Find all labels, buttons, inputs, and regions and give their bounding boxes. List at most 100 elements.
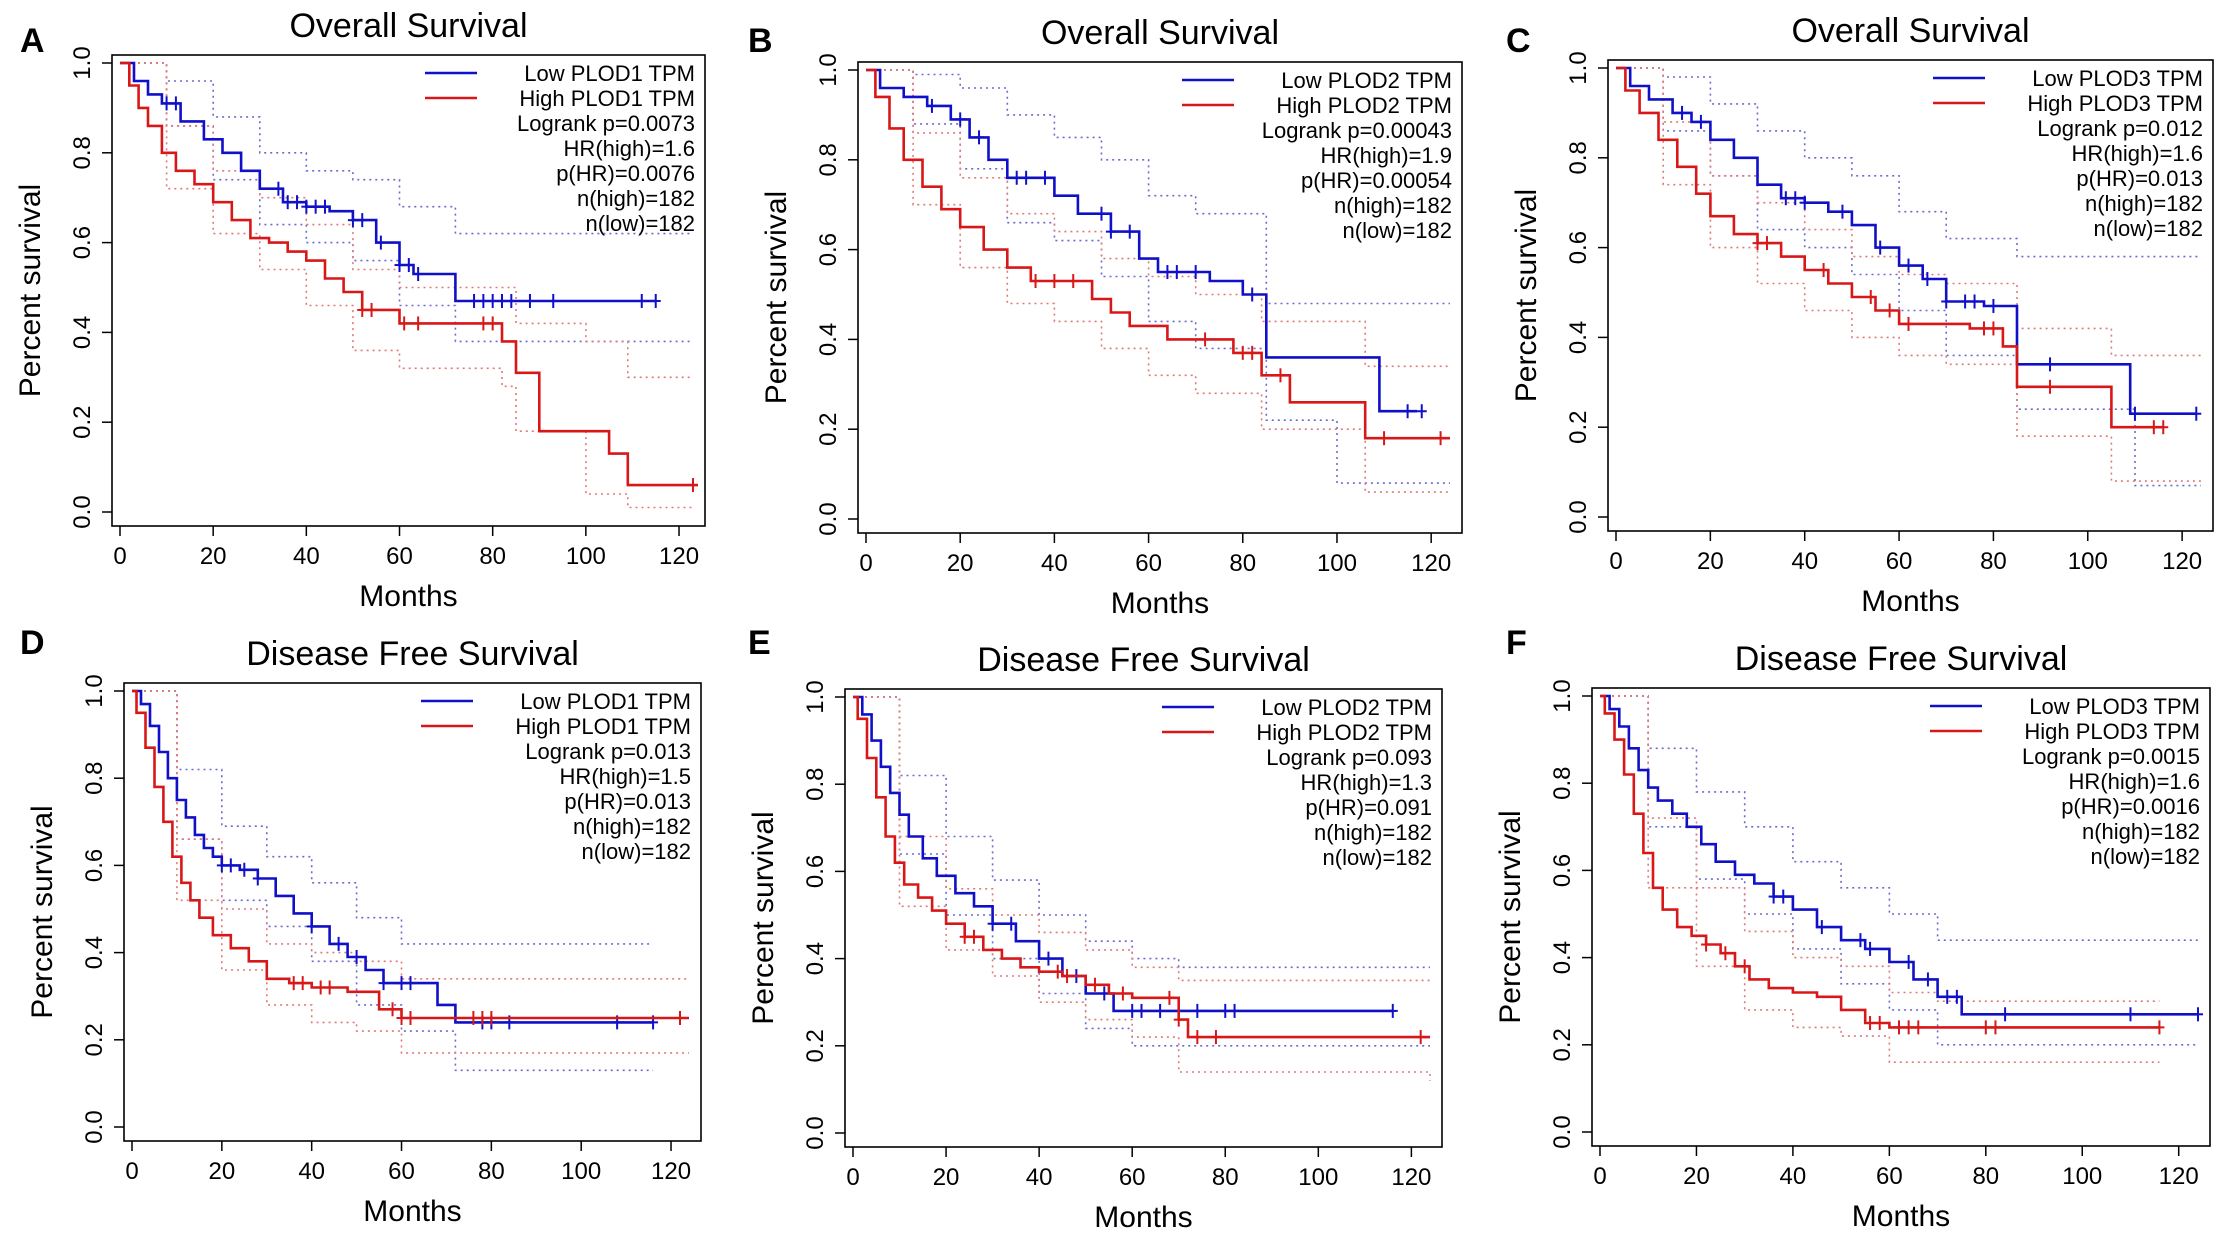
high-ci-lower: [132, 690, 689, 1054]
x-tick-label: 0: [125, 1158, 138, 1185]
legend-high-label: High PLOD1 TPM: [515, 714, 691, 739]
x-tick-label: 100: [2068, 548, 2108, 575]
y-tick-label: 0.2: [815, 413, 842, 446]
legend-stat: Logrank p=0.013: [525, 739, 691, 764]
high-survival-curve: [132, 689, 689, 1020]
legend-stat: n(high)=182: [577, 186, 695, 211]
y-tick-label: 0.6: [802, 855, 829, 888]
x-tick-label: 80: [1980, 548, 2007, 575]
y-tick-label: 0.6: [1549, 854, 1576, 887]
x-tick-label: 20: [1697, 548, 1724, 575]
plot-frame: [1591, 687, 2211, 1147]
x-tick-label: 0: [1609, 548, 1622, 575]
x-tick-label: 0: [846, 1164, 859, 1191]
low-ci-lower: [866, 69, 1450, 484]
chart-title: Disease Free Survival: [246, 635, 579, 673]
legend-high-label: High PLOD3 TPM: [2024, 719, 2200, 744]
legend-stat: Logrank p=0.0073: [517, 111, 695, 136]
x-tick-label: 60: [1119, 1164, 1146, 1191]
y-tick-label: 1.0: [1565, 51, 1592, 84]
x-tick-label: 0: [859, 550, 872, 577]
y-tick-label: 0.4: [69, 316, 96, 349]
y-axis-label: Percent survival: [1510, 189, 1543, 402]
y-tick-label: 0.6: [1565, 231, 1592, 264]
legend-stat: n(high)=182: [2085, 191, 2203, 216]
legend-high-label: High PLOD1 TPM: [519, 86, 695, 111]
panel-letter: D: [20, 624, 45, 662]
x-tick-label: 40: [1780, 1163, 1807, 1190]
legend-stat: n(high)=182: [1334, 193, 1452, 218]
legend-low-label: Low PLOD3 TPM: [2032, 66, 2203, 91]
high-ci-upper: [120, 62, 693, 379]
legend-high-label: High PLOD3 TPM: [2027, 91, 2203, 116]
low-ci-upper: [132, 690, 654, 945]
x-tick-label: 60: [386, 543, 413, 570]
high-survival-curve: [1600, 694, 2160, 1029]
plot-frame: [1607, 59, 2214, 532]
panel-d: D Disease Free Survival 0 20 40 60 80 100 120 0.0…: [20, 624, 702, 1228]
chart-title: Disease Free Survival: [977, 641, 1310, 679]
x-tick-label: 40: [1026, 1164, 1053, 1191]
chart-title: Overall Survival: [1041, 14, 1279, 52]
x-tick-label: 60: [1876, 1163, 1903, 1190]
high-ci-lower: [120, 62, 693, 509]
low-ci-upper: [853, 696, 1430, 969]
legend-stat: n(low)=182: [1343, 218, 1452, 243]
panel-letter: F: [1506, 624, 1527, 662]
legend-stat: p(HR)=0.013: [564, 789, 691, 814]
chart-title: Overall Survival: [289, 7, 527, 45]
y-tick-label: 0.4: [81, 936, 108, 969]
y-tick-label: 1.0: [815, 53, 842, 86]
panel-a: A Overall Survival 0 20 40 60 80 100 120 0.0 0.2 0.…: [14, 7, 706, 613]
y-tick-label: 0.0: [69, 495, 96, 528]
y-tick-label: 0.2: [69, 406, 96, 439]
x-tick-label: 80: [478, 1158, 505, 1185]
y-tick-label: 0.4: [802, 942, 829, 975]
y-tick-label: 1.0: [81, 674, 108, 707]
legend-low-label: Low PLOD3 TPM: [2029, 694, 2200, 719]
plot-frame: [111, 54, 706, 527]
y-tick-label: 0.8: [802, 768, 829, 801]
legend-stat: HR(high)=1.3: [1301, 770, 1432, 795]
x-tick-label: 80: [1972, 1163, 1999, 1190]
high-survival-curve: [1616, 66, 2164, 429]
legend-stat: p(HR)=0.013: [2076, 166, 2203, 191]
y-tick-label: 0.8: [815, 143, 842, 176]
y-tick-label: 0.0: [81, 1110, 108, 1143]
high-survival-curve: [853, 695, 1430, 1039]
legend-stat: p(HR)=0.0076: [556, 161, 695, 186]
x-tick-label: 20: [933, 1164, 960, 1191]
y-tick-label: 0.8: [1565, 141, 1592, 174]
y-tick-label: 1.0: [802, 680, 829, 713]
low-ci-upper: [866, 69, 1450, 305]
y-tick-label: 0.6: [815, 233, 842, 266]
low-ci-upper: [120, 62, 693, 235]
x-tick-label: 40: [1791, 548, 1818, 575]
x-axis-label: Months: [1111, 587, 1209, 620]
y-tick-label: 0.8: [1549, 767, 1576, 800]
x-tick-label: 100: [566, 543, 606, 570]
y-axis-label: Percent survival: [1494, 810, 1527, 1023]
panel-letter: A: [20, 22, 45, 60]
x-axis-label: Months: [359, 580, 457, 613]
y-tick-label: 0.0: [815, 502, 842, 535]
x-tick-label: 120: [659, 543, 699, 570]
legend-stat: n(low)=182: [582, 839, 691, 864]
x-tick-label: 0: [113, 543, 126, 570]
x-axis-label: Months: [1852, 1200, 1950, 1233]
panel-letter: E: [748, 624, 771, 662]
y-tick-label: 0.8: [69, 136, 96, 169]
y-axis-label: Percent survival: [14, 184, 47, 397]
x-tick-label: 40: [293, 543, 320, 570]
high-survival-curve: [120, 61, 698, 487]
x-tick-label: 80: [1229, 550, 1256, 577]
panel-f: F Disease Free Survival 0 20 40 60 80 100 120 0.0…: [1494, 624, 2211, 1233]
panel-letter: C: [1506, 22, 1531, 60]
panel-b: B Overall Survival 0 20 40 60 80 100 120 0.0 0.2 0.…: [748, 14, 1463, 620]
legend-stat: n(low)=182: [2091, 844, 2200, 869]
high-ci-upper: [866, 69, 1450, 368]
x-tick-label: 60: [388, 1158, 415, 1185]
plot-frame: [123, 682, 702, 1142]
x-tick-label: 0: [1593, 1163, 1606, 1190]
